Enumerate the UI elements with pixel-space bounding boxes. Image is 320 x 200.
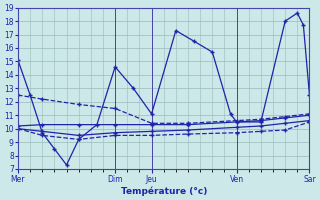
X-axis label: Température (°c): Température (°c) [121,186,207,196]
